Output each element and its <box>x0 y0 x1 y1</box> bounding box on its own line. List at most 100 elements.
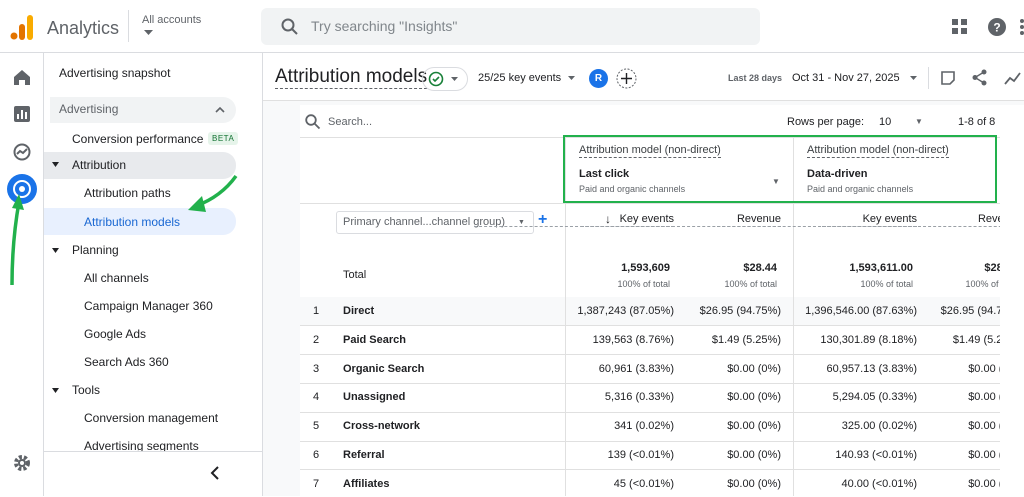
advertising-icon[interactable] <box>7 174 37 204</box>
caret <box>52 162 59 167</box>
icon-rail <box>0 53 44 496</box>
model-name: Data-driven <box>807 168 868 180</box>
home-icon[interactable] <box>13 69 31 85</box>
search-box[interactable]: Try searching "Insights" <box>261 8 760 45</box>
sidebar-footer <box>44 451 262 497</box>
rows-per-page-label: Rows per page: <box>787 116 865 128</box>
channel-name[interactable]: Paid Search <box>343 333 406 346</box>
cell-value: $26.95 (94.75%) <box>940 305 1000 317</box>
nav-item[interactable]: Advertising snapshot <box>59 66 171 80</box>
channel-name[interactable]: Referral <box>343 449 385 461</box>
channel-name[interactable]: Direct <box>343 305 375 317</box>
total-share: 100% of total <box>965 279 1000 289</box>
nav-item[interactable]: Campaign Manager 360 <box>84 299 213 313</box>
caret <box>52 388 59 393</box>
nav-group[interactable]: Attribution <box>72 158 127 172</box>
product-name[interactable]: Analytics <box>47 18 120 38</box>
settings-icon[interactable] <box>13 454 31 472</box>
caret <box>451 77 458 81</box>
share-icon[interactable] <box>972 69 988 86</box>
model-name: Last click <box>579 168 630 180</box>
cell-value: $26.95 (94.75%) <box>699 305 781 317</box>
insights-icon[interactable] <box>940 70 956 86</box>
dimension-label: Primary channel...channel group) <box>343 216 506 228</box>
column-header: Key events <box>717 212 917 227</box>
nav-group[interactable]: Tools <box>72 383 101 397</box>
search-icon <box>281 18 298 35</box>
cell-value: 1,387,243 (87.05%) <box>577 305 674 317</box>
more-icon[interactable] <box>1016 18 1024 36</box>
badge: BETA <box>208 132 239 145</box>
row-border <box>300 325 1000 327</box>
cell-value: $0.00 (0%) <box>727 477 781 490</box>
column-header: Revenue <box>581 212 781 227</box>
nav-item[interactable]: Attribution paths <box>84 186 171 200</box>
date-label: Last 28 days <box>728 73 783 83</box>
cell-value: $0.00 (0%) <box>968 391 1000 404</box>
table-edge <box>1000 105 1024 496</box>
nav-section[interactable] <box>50 97 236 123</box>
cell-value: 40.00 (<0.01%) <box>841 477 917 490</box>
row-index: 2 <box>313 333 320 346</box>
channel-name[interactable]: Cross-network <box>343 420 421 433</box>
divider <box>128 10 129 42</box>
chevron <box>215 106 225 113</box>
column-header: Revenue <box>822 212 1000 227</box>
nav-item[interactable]: Google Ads <box>84 327 147 341</box>
model-scope: Paid and organic channels <box>579 184 686 194</box>
header-border <box>263 100 1024 101</box>
cell-value: $1.49 (5.25%) <box>952 333 1000 346</box>
nav-group-bg <box>44 152 236 179</box>
model-label: Attribution model (non-direct) <box>579 144 721 158</box>
nav-item[interactable]: Conversion management <box>84 411 219 425</box>
cell-value: 341 (0.02%) <box>614 420 674 433</box>
collapse-button[interactable] <box>210 466 220 480</box>
nav-item[interactable]: Advertising segments <box>84 439 199 453</box>
channel-name[interactable]: Affiliates <box>343 477 390 490</box>
total-value: 1,593,611.00 <box>849 262 913 274</box>
row-border <box>300 469 1000 471</box>
nav-item[interactable]: Conversion performance <box>72 132 204 146</box>
caret: ▼ <box>772 177 780 186</box>
table-search[interactable]: Search... <box>328 116 373 128</box>
sidebar: Advertising snapshot Advertising Convers… <box>44 53 263 497</box>
row-index: 6 <box>313 449 320 461</box>
explore-icon[interactable] <box>13 143 31 161</box>
date-range[interactable]: Oct 31 - Nov 27, 2025 <box>792 72 900 84</box>
row-index: 4 <box>313 391 320 404</box>
cell-value: $0.00 (0%) <box>727 362 781 375</box>
add-comparison[interactable] <box>616 68 637 89</box>
model-scope: Paid and organic channels <box>807 184 914 194</box>
cell-value: 139 (<0.01%) <box>607 449 674 461</box>
apps-icon[interactable] <box>952 19 968 35</box>
cell-value: 140.93 (<0.01%) <box>835 449 917 461</box>
channel-name[interactable]: Organic Search <box>343 362 425 375</box>
dimension-selector[interactable] <box>336 211 534 234</box>
column-border <box>793 297 794 326</box>
nav-group[interactable]: Planning <box>72 243 119 257</box>
cell-value: 325.00 (0.02%) <box>841 420 917 433</box>
cell-value: 60,957.13 (3.83%) <box>826 362 917 375</box>
search-icon[interactable] <box>305 114 321 130</box>
cell-value: $0.00 (0%) <box>968 362 1000 375</box>
row-border <box>300 203 1000 204</box>
row-border <box>300 383 1000 384</box>
channel-name[interactable]: Unassigned <box>343 391 406 404</box>
nav-item-selected[interactable]: Attribution models <box>84 215 181 229</box>
nav-section-label: Advertising <box>59 102 119 116</box>
total-value: $28.44 <box>984 262 1000 274</box>
rows-per-page[interactable]: 10 <box>879 116 892 128</box>
avatar[interactable]: R <box>589 69 608 88</box>
key-events-selector[interactable]: 25/25 key events <box>478 72 562 84</box>
add-dimension[interactable]: + <box>538 211 548 228</box>
top-bar: Analytics All accounts Try searching "In… <box>0 0 1024 53</box>
nav-item[interactable]: All channels <box>84 271 149 285</box>
reports-icon[interactable] <box>14 106 30 122</box>
trend-icon[interactable] <box>1004 70 1024 86</box>
status-chip[interactable] <box>422 67 468 91</box>
account-picker[interactable]: All accounts <box>142 14 202 26</box>
help-icon[interactable]: ? <box>988 18 1006 36</box>
total-share: 100% of total <box>860 279 913 289</box>
nav-item[interactable]: Search Ads 360 <box>84 355 169 369</box>
